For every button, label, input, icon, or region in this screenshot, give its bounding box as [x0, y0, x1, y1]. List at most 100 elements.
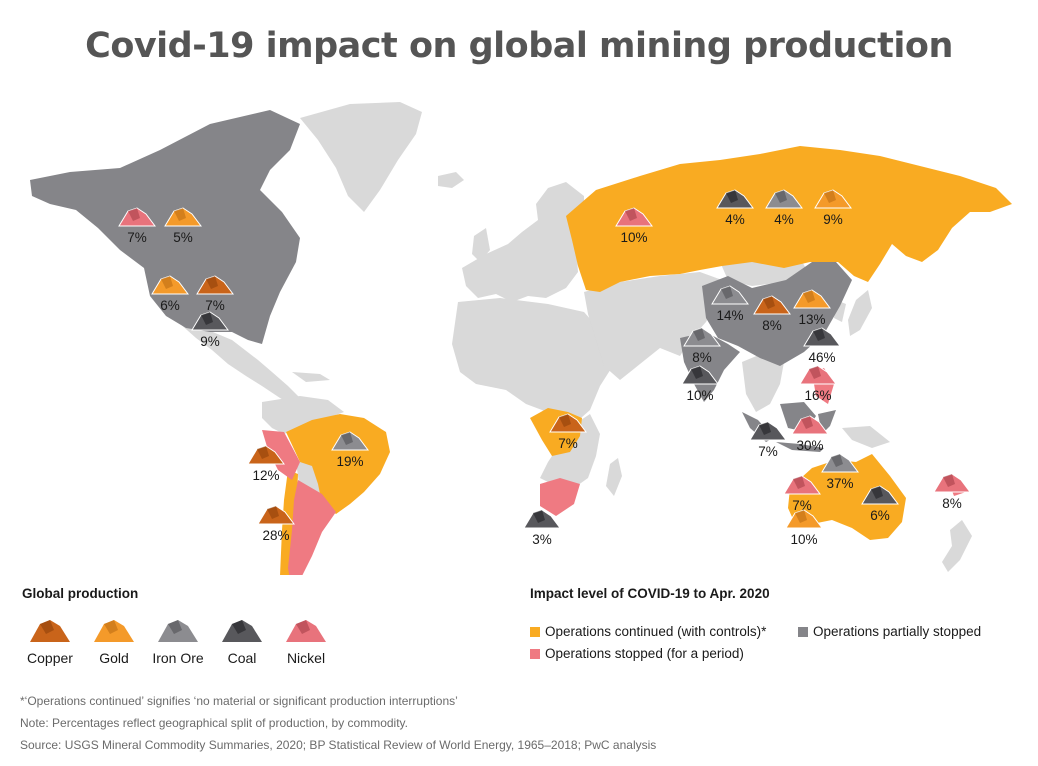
marker-russia-nickel: 10%	[615, 207, 653, 245]
marker-label: 6%	[160, 298, 180, 313]
footnote-note: Note: Percentages reflect geographical s…	[20, 716, 408, 730]
marker-label: 6%	[870, 508, 890, 523]
marker-facet	[341, 432, 353, 445]
marker-india-coal: 10%	[681, 365, 719, 403]
marker-australia-iron-ore: 37%	[821, 453, 859, 491]
marker-label: 7%	[558, 436, 578, 451]
marker-facet	[813, 328, 825, 341]
marker-facet	[759, 422, 771, 435]
marker-china-gold: 13%	[793, 289, 831, 327]
legend-copper: Copper	[18, 618, 82, 666]
gold-icon	[94, 620, 134, 642]
land-indonesia-java	[776, 442, 824, 452]
marker-label: 16%	[804, 388, 831, 403]
marker-russia-coal: 4%	[716, 189, 754, 227]
legend-iron-ore-label: Iron Ore	[152, 650, 204, 666]
marker-label: 12%	[252, 468, 279, 483]
marker-label: 10%	[790, 532, 817, 547]
iron-ore-icon	[158, 620, 198, 642]
marker-india-iron-ore: 8%	[683, 327, 721, 365]
marker-facet	[726, 190, 738, 203]
marker-label: 8%	[942, 496, 962, 511]
marker-facet	[824, 190, 836, 203]
marker-china-iron-ore: 14%	[711, 285, 749, 323]
marker-facet	[533, 510, 545, 523]
legend-nickel-label: Nickel	[286, 650, 326, 666]
marker-china-copper: 8%	[753, 295, 791, 333]
marker-usa-coal: 9%	[191, 311, 229, 349]
marker-facet	[267, 506, 279, 519]
marker-facet	[871, 486, 883, 499]
marker-new-caledonia-nickel: 8%	[933, 473, 971, 511]
marker-facet	[128, 208, 140, 221]
copper-icon	[30, 620, 70, 642]
legend-copper-label: Copper	[27, 650, 73, 666]
coal-icon	[222, 620, 262, 642]
footnote-operations: *‘Operations continued’ signifies ‘no ma…	[20, 694, 458, 708]
marker-label: 28%	[262, 528, 289, 543]
impact-legend-continued: Operations continued (with controls)*	[530, 624, 766, 639]
marker-label: 3%	[532, 532, 552, 547]
marker-facet	[691, 366, 703, 379]
land-middle-east-central-asia	[584, 272, 722, 380]
land-europe	[462, 182, 584, 302]
world-map: 7% 5% 6% 7% 9% 12% 28% 19% 10% 4% 4% 9% 14% 8% 13% 46% 8…	[30, 102, 1012, 575]
marker-facet	[625, 208, 637, 221]
marker-label: 10%	[620, 230, 647, 245]
marker-label: 7%	[205, 298, 225, 313]
marker-facet	[763, 296, 775, 309]
land-madagascar	[606, 458, 622, 496]
impact-legend-stopped: Operations stopped (for a period)	[530, 646, 744, 661]
marker-peru-copper: 12%	[247, 445, 285, 483]
marker-facet	[809, 366, 821, 379]
land-peru	[262, 430, 300, 480]
marker-chile-copper: 28%	[257, 505, 295, 543]
marker-indonesia-nickel: 30%	[791, 415, 829, 453]
marker-facet	[201, 312, 213, 325]
legend-gold: Gold	[82, 618, 146, 666]
marker-philippines-nickel: 16%	[799, 365, 837, 403]
marker-brazil-iron-ore: 19%	[331, 431, 369, 469]
marker-south-africa-coal: 3%	[523, 509, 561, 547]
legend-iron-ore: Iron Ore	[146, 618, 210, 666]
commodity-legend: Copper Gold Iron Ore Coal Nickel	[18, 618, 338, 666]
marker-label: 19%	[336, 454, 363, 469]
marker-label: 14%	[716, 308, 743, 323]
marker-label: 30%	[796, 438, 823, 453]
land-brazil	[286, 414, 390, 514]
marker-canada-gold: 5%	[164, 207, 202, 245]
marker-label: 7%	[758, 444, 778, 459]
land-new-zealand	[942, 520, 972, 572]
land-uk	[472, 228, 490, 262]
marker-facet	[795, 510, 807, 523]
marker-usa-copper: 7%	[196, 275, 234, 313]
land-papua	[842, 426, 890, 448]
impact-legend-partially-stopped: Operations partially stopped	[798, 624, 981, 639]
land-mexico-central-america	[178, 322, 300, 406]
impact-level-heading: Impact level of COVID-19 to Apr. 2020	[530, 586, 770, 601]
marker-russia-iron-ore: 4%	[765, 189, 803, 227]
land-africa-north-west	[452, 298, 614, 426]
marker-label: 46%	[808, 350, 835, 365]
land-russia	[566, 146, 1012, 292]
partially-stopped-swatch	[798, 626, 808, 637]
nickel-icon	[286, 620, 326, 642]
land-north-america	[30, 110, 300, 344]
continued-swatch	[530, 626, 540, 637]
marker-label: 10%	[686, 388, 713, 403]
marker-facet	[721, 286, 733, 299]
marker-label: 7%	[127, 230, 147, 245]
land-greenland	[300, 102, 422, 212]
marker-facet	[693, 328, 705, 341]
marker-label: 8%	[692, 350, 712, 365]
marker-australia-coal: 6%	[861, 485, 899, 523]
marker-label: 37%	[826, 476, 853, 491]
marker-facet	[206, 276, 218, 289]
marker-facet	[831, 454, 843, 467]
land-iceland	[438, 172, 464, 188]
land-japan	[848, 290, 872, 336]
land-argentina	[288, 480, 336, 575]
marker-australia-gold: 10%	[785, 509, 823, 547]
marker-facet	[943, 474, 955, 487]
impact-stopped-label: Operations stopped (for a period)	[545, 646, 744, 661]
